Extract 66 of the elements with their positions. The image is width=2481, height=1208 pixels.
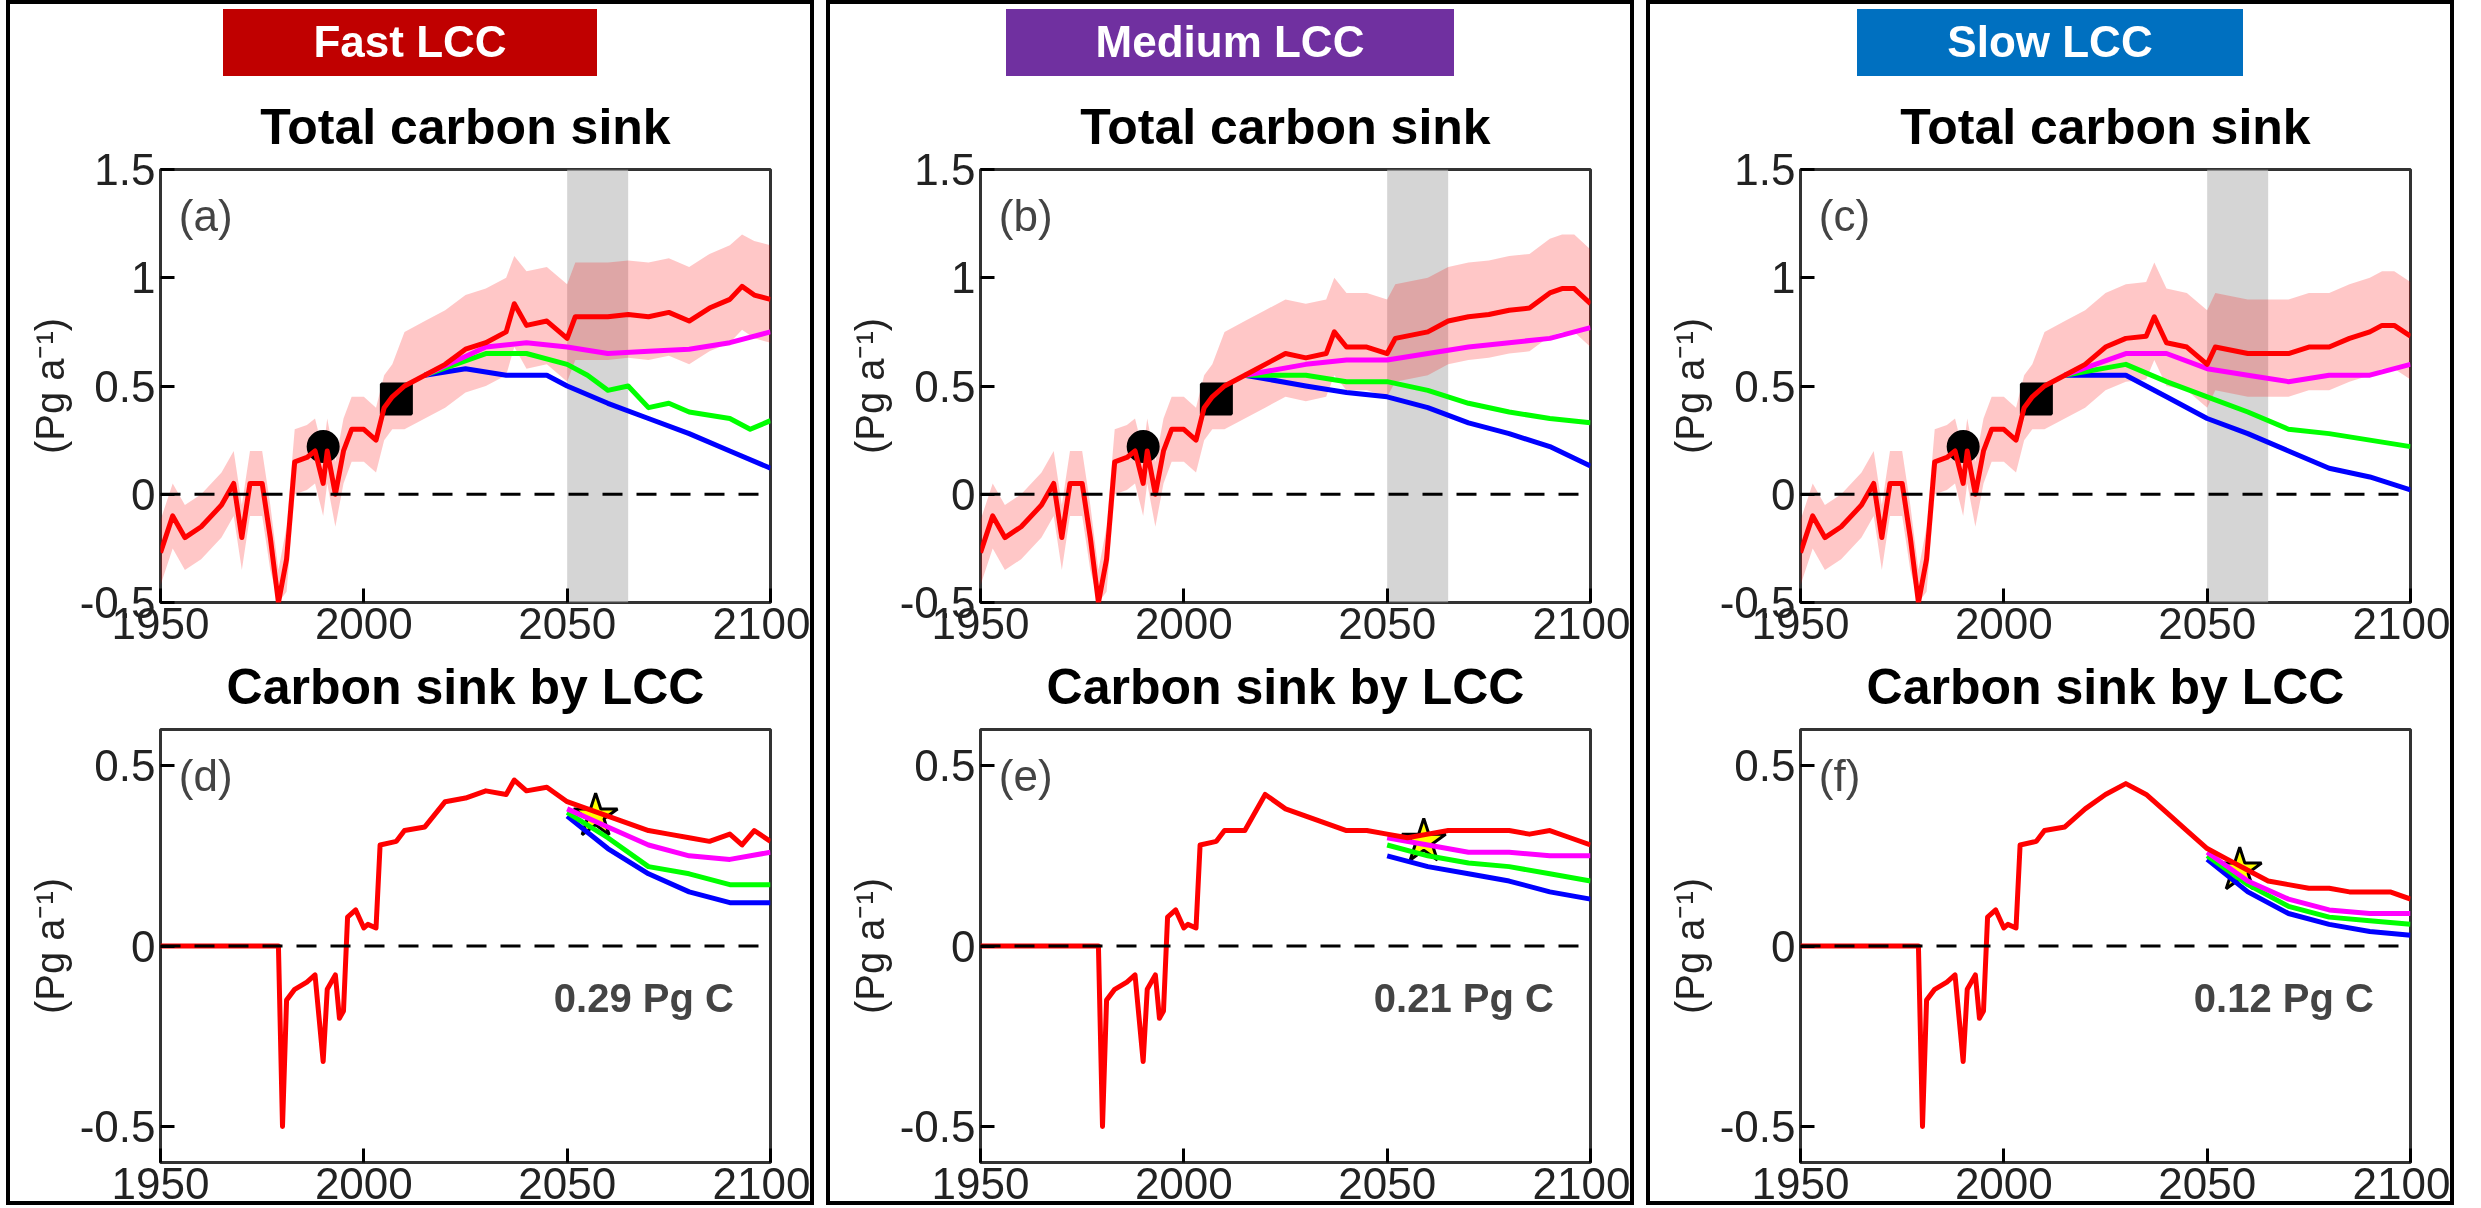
y-tick-label: -0.5 [79,1101,156,1151]
y-axis-title: (Pg a⁻¹) [847,317,892,454]
x-tick-label: 2050 [2158,1158,2257,1208]
y-axis-title: (Pg a⁻¹) [27,877,72,1014]
y-tick-label: 1 [1771,253,1796,303]
x-tick-label: 2000 [314,598,413,648]
y-tick-label: 1 [951,253,976,303]
y-tick-label: -0.5 [1719,1101,1796,1151]
y-tick-label: 0.5 [94,740,156,790]
y-tick-label: 0 [1771,921,1796,971]
annotation: (d) [178,750,233,800]
x-tick-label: 2050 [1338,1158,1437,1208]
y-tick-label: 0 [131,921,156,971]
x-tick-label: 2000 [1134,1158,1233,1208]
y-axis-title: (Pg a⁻¹) [1667,877,1712,1014]
y-tick-label: 0 [1771,469,1796,519]
y-tick-label: 0.5 [1734,740,1796,790]
y-tick-label: 1.5 [1734,144,1796,194]
x-tick-label: 2000 [1954,1158,2053,1208]
y-tick-label: 0 [131,469,156,519]
annotation: 0.29 Pg C [553,975,734,1020]
y-axis-title: (Pg a⁻¹) [1667,317,1712,454]
x-tick-label: 2000 [1134,598,1233,648]
x-tick-label: 2100 [712,1158,811,1208]
y-tick-label: 0 [951,921,976,971]
chart-subtitle: Total carbon sink [1900,98,2311,155]
x-tick-label: 2100 [2352,1158,2451,1208]
y-axis-title: (Pg a⁻¹) [27,317,72,454]
x-tick-label: 2050 [1338,598,1437,648]
x-tick-label: 1950 [931,1158,1030,1208]
chart-subtitle: Total carbon sink [1080,98,1491,155]
x-tick-label: 1950 [1751,1158,1850,1208]
x-tick-label: 2100 [2352,598,2451,648]
x-tick-label: 2100 [712,598,811,648]
x-tick-label: 2000 [1954,598,2053,648]
annotation: (c) [1818,190,1871,240]
chart-title: Slow LCC [1947,16,2153,68]
y-tick-label: 1 [131,253,156,303]
y-tick-label: 0.5 [914,740,976,790]
annotation: (e) [998,750,1053,800]
y-tick-label: 0 [951,469,976,519]
y-tick-label: 0.5 [94,361,156,411]
x-tick-label: 2050 [518,1158,617,1208]
chart-title: Fast LCC [313,16,507,68]
x-tick-label: 2050 [518,598,617,648]
annotation: (a) [178,190,233,240]
x-tick-label: 1950 [111,1158,210,1208]
x-tick-label: 2100 [1532,1158,1631,1208]
chart-title: Carbon sink by LCC [226,658,705,715]
y-tick-label: 1.5 [914,144,976,194]
chart-title: Carbon sink by LCC [1046,658,1525,715]
chart-subtitle: Total carbon sink [260,98,671,155]
annotation: (f) [1818,750,1861,800]
x-tick-label: 2000 [314,1158,413,1208]
y-tick-label: 0.5 [914,361,976,411]
chart-title: Carbon sink by LCC [1866,658,2345,715]
y-axis-title: (Pg a⁻¹) [847,877,892,1014]
x-tick-label: 2050 [2158,598,2257,648]
annotation: (b) [998,190,1053,240]
y-tick-label: 1.5 [94,144,156,194]
y-tick-label: 0.5 [1734,361,1796,411]
annotation: 0.12 Pg C [2193,975,2374,1020]
x-tick-label: 2100 [1532,598,1631,648]
chart-title: Medium LCC [1095,16,1365,68]
y-tick-label: -0.5 [899,1101,976,1151]
annotation: 0.21 Pg C [1373,975,1554,1020]
